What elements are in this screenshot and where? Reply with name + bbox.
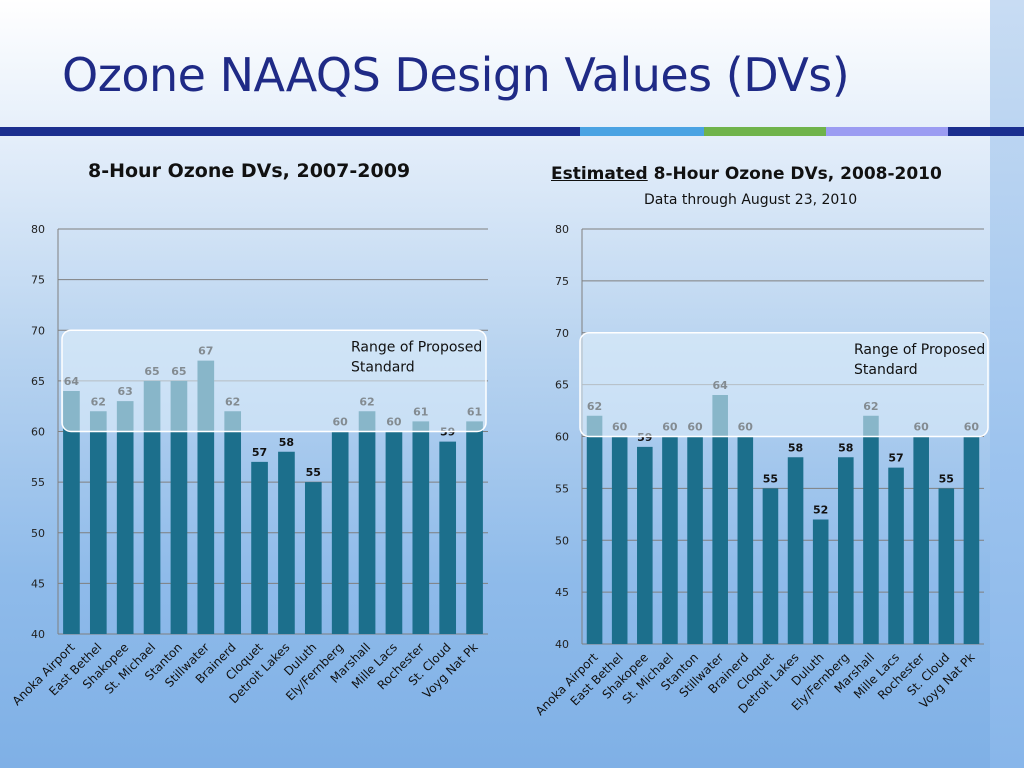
right-bar: [712, 395, 728, 644]
right-standard-band: [579, 332, 989, 438]
left-bar: [385, 431, 403, 634]
left-y-tick-label: 40: [31, 628, 45, 641]
right-y-tick-label: 45: [555, 586, 569, 599]
right-bar: [687, 436, 703, 644]
left-bar: [170, 380, 188, 634]
right-band-label-line1: Range of Proposed: [854, 342, 985, 358]
right-y-tick-label: 60: [555, 431, 569, 444]
left-bar: [358, 411, 376, 634]
right-bar: [888, 467, 904, 644]
left-band-label-line2: Standard: [351, 359, 415, 375]
right-y-tick-label: 75: [555, 275, 569, 288]
right-bar: [812, 519, 829, 644]
slide-title: Ozone NAAQS Design Values (DVs): [62, 48, 850, 102]
left-bar: [63, 391, 80, 634]
left-y-tick-label: 70: [31, 324, 45, 337]
right-chart-heading-rest: 8-Hour Ozone DVs, 2008-2010: [647, 164, 942, 184]
left-data-label: 57: [252, 446, 267, 459]
left-bar: [466, 421, 483, 634]
left-y-tick-label: 55: [31, 476, 45, 489]
right-bar: [863, 415, 879, 644]
slide-right-edge: [990, 0, 1024, 768]
right-bar: [963, 436, 980, 644]
left-y-tick-label: 65: [31, 375, 45, 388]
left-chart-heading: 8-Hour Ozone DVs, 2007-2009: [88, 160, 411, 182]
left-bar-chart: 40455055606570758064Anoka Airport62East …: [10, 223, 488, 708]
right-data-label: 52: [813, 504, 828, 517]
left-bar: [412, 421, 430, 634]
right-bar: [787, 457, 804, 644]
left-data-label: 55: [306, 466, 321, 479]
stripe-segment-5: [948, 127, 1024, 136]
right-chart-heading-estimated: Estimated: [551, 164, 648, 184]
right-bar: [737, 436, 754, 644]
left-y-tick-label: 50: [31, 527, 45, 540]
left-bar: [304, 482, 322, 634]
left-y-tick-label: 80: [31, 223, 45, 236]
right-bar: [611, 436, 628, 644]
right-data-label: 58: [788, 441, 803, 454]
right-data-label: 55: [763, 472, 778, 485]
left-bar: [251, 461, 268, 634]
stripe-segment-2: [580, 127, 704, 136]
left-band-label-line1: Range of Proposed: [351, 339, 482, 355]
right-bar: [586, 415, 603, 644]
left-y-tick-label: 60: [31, 426, 45, 439]
right-data-label: 58: [838, 441, 853, 454]
left-bar: [224, 411, 242, 634]
right-bar: [637, 446, 653, 644]
left-bar: [331, 431, 349, 634]
right-y-tick-label: 40: [555, 638, 569, 651]
right-data-label: 57: [888, 452, 903, 465]
right-y-tick-label: 65: [555, 379, 569, 392]
right-bar: [838, 457, 854, 644]
right-y-tick-label: 70: [555, 327, 569, 340]
stripe-segment-3: [704, 127, 826, 136]
right-bar: [938, 488, 955, 644]
left-standard-band: [61, 329, 487, 433]
left-y-tick-label: 45: [31, 577, 45, 590]
stripe-segment-4: [826, 127, 948, 136]
left-bar: [439, 441, 457, 634]
right-y-tick-label: 50: [555, 534, 569, 547]
left-data-label: 58: [279, 436, 294, 449]
left-y-tick-label: 75: [31, 274, 45, 287]
right-bar: [662, 436, 678, 644]
right-y-tick-label: 80: [555, 223, 569, 236]
right-band-label-line2: Standard: [854, 362, 918, 378]
right-bar-chart: 40455055606570758062Anoka Airport60East …: [533, 223, 989, 718]
title-stripe: [0, 127, 1024, 136]
left-bar: [278, 451, 295, 634]
left-bar: [143, 380, 161, 634]
right-bar: [762, 488, 779, 644]
right-y-tick-label: 55: [555, 482, 569, 495]
right-chart-subtitle: Data through August 23, 2010: [644, 192, 858, 208]
left-bar: [116, 401, 134, 634]
left-bar: [89, 411, 107, 634]
right-data-label: 55: [939, 472, 954, 485]
right-chart-heading: Estimated 8-Hour Ozone DVs, 2008-2010: [551, 164, 942, 184]
right-bar: [913, 436, 929, 644]
stripe-segment-1: [0, 127, 580, 136]
